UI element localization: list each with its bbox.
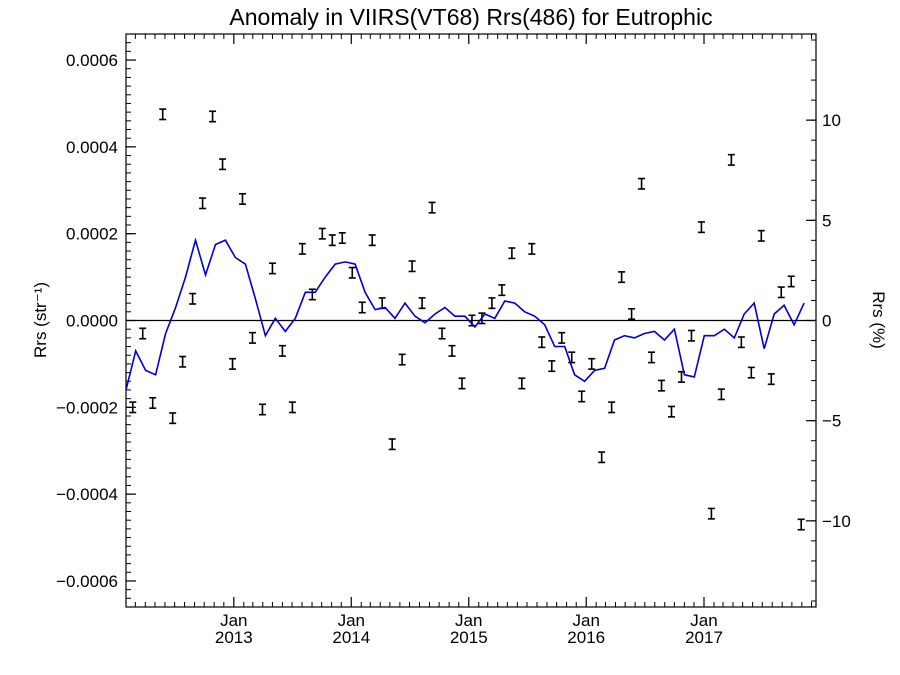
errorbar-point <box>258 403 266 416</box>
errorbar-point <box>169 412 177 425</box>
errorbar-series <box>129 108 805 531</box>
errorbar-point <box>498 284 506 297</box>
errorbar-point <box>248 331 256 344</box>
errorbar-point <box>458 377 466 390</box>
errorbar-point <box>628 307 636 320</box>
errorbar-point <box>418 297 426 310</box>
errorbar-point <box>528 242 536 255</box>
errorbar-point <box>149 396 157 409</box>
errorbar-point <box>727 153 735 166</box>
errorbar-point <box>797 518 805 531</box>
x-tick-month-label: Jan <box>455 611 482 630</box>
errorbar-point <box>518 377 526 390</box>
errorbar-point <box>667 405 675 418</box>
errorbar-point <box>368 234 376 247</box>
errorbar-point <box>268 262 276 275</box>
errorbar-point <box>448 344 456 357</box>
errorbar-point <box>717 388 725 401</box>
errorbar-point <box>398 353 406 366</box>
y-left-tick-label: 0.0006 <box>66 51 118 70</box>
x-tick-year-label: 2013 <box>215 628 253 647</box>
errorbar-point <box>568 351 576 364</box>
errorbar-point <box>438 327 446 340</box>
errorbar-point <box>338 232 346 245</box>
x-tick-month-label: Jan <box>220 611 247 630</box>
errorbar-point <box>767 373 775 386</box>
errorbar-point <box>288 401 296 414</box>
errorbar-point <box>308 288 316 301</box>
y-left-tick-label: 0.0004 <box>66 138 118 157</box>
errorbar-point <box>787 275 795 288</box>
errorbar-point <box>129 401 137 414</box>
y-right-tick-label: 5 <box>822 211 831 230</box>
y-axis-right: −10 −5 0 5 10 <box>806 39 851 602</box>
errorbar-point <box>298 242 306 255</box>
y-left-tick-label: 0.0000 <box>66 312 118 331</box>
errorbar-point <box>648 351 656 364</box>
errorbar-point <box>757 229 765 242</box>
errorbar-point <box>638 177 646 190</box>
errorbar-point <box>548 360 556 373</box>
x-tick-year-label: 2016 <box>567 628 605 647</box>
errorbar-point <box>388 438 396 451</box>
errorbar-point <box>189 292 197 305</box>
x-tick-year-label: 2015 <box>450 628 488 647</box>
y-axis-left-label: Rrs (str⁻¹) <box>31 282 50 358</box>
y-axis-right-label: Rrs (%) <box>869 291 888 349</box>
y-right-tick-label: −5 <box>822 412 841 431</box>
errorbar-point <box>209 110 217 123</box>
errorbar-point <box>658 379 666 392</box>
errorbar-point <box>328 234 336 247</box>
errorbar-point <box>219 158 227 171</box>
errorbar-point <box>608 401 616 414</box>
x-tick-year-label: 2014 <box>332 628 370 647</box>
y-left-tick-label: −0.0004 <box>56 485 118 504</box>
y-axis-left: −0.0006 −0.0004 −0.0002 0.0000 0.0002 0.0004 0… <box>56 33 136 608</box>
errorbar-point <box>159 108 167 121</box>
errorbar-point <box>777 286 785 299</box>
errorbar-point <box>558 331 566 344</box>
errorbar-point <box>179 355 187 368</box>
errorbar-point <box>358 301 366 314</box>
errorbar-point <box>408 260 416 273</box>
errorbar-point <box>199 197 207 210</box>
errorbar-point <box>229 357 237 370</box>
x-tick-month-label: Jan <box>573 611 600 630</box>
errorbar-point <box>598 451 606 464</box>
x-tick-month-label: Jan <box>338 611 365 630</box>
chart-title: Anomaly in VIIRS(VT68) Rrs(486) for Eutr… <box>229 4 712 30</box>
errorbar-point <box>488 297 496 310</box>
y-right-tick-label: −10 <box>822 512 851 531</box>
errorbar-point <box>578 390 586 403</box>
errorbar-point <box>318 227 326 240</box>
errorbar-point <box>348 266 356 279</box>
errorbar-point <box>139 327 147 340</box>
anomaly-line <box>125 237 805 391</box>
errorbar-point <box>538 336 546 349</box>
y-left-tick-label: 0.0002 <box>66 225 118 244</box>
errorbar-point <box>618 271 626 284</box>
errorbar-point <box>508 247 516 260</box>
errorbar-point <box>428 201 436 214</box>
errorbar-point <box>588 357 596 370</box>
errorbar-point <box>697 221 705 234</box>
errorbar-point <box>747 366 755 379</box>
errorbar-point <box>687 329 695 342</box>
x-tick-month-label: Jan <box>690 611 717 630</box>
errorbar-point <box>737 336 745 349</box>
y-left-tick-label: −0.0006 <box>56 572 118 591</box>
y-left-tick-label: −0.0002 <box>56 398 118 417</box>
errorbar-point <box>707 507 715 520</box>
errorbar-point <box>278 344 286 357</box>
y-right-tick-label: 0 <box>822 312 831 331</box>
errorbar-point <box>239 192 247 205</box>
y-right-tick-label: 10 <box>822 111 841 130</box>
x-tick-year-label: 2017 <box>685 628 723 647</box>
